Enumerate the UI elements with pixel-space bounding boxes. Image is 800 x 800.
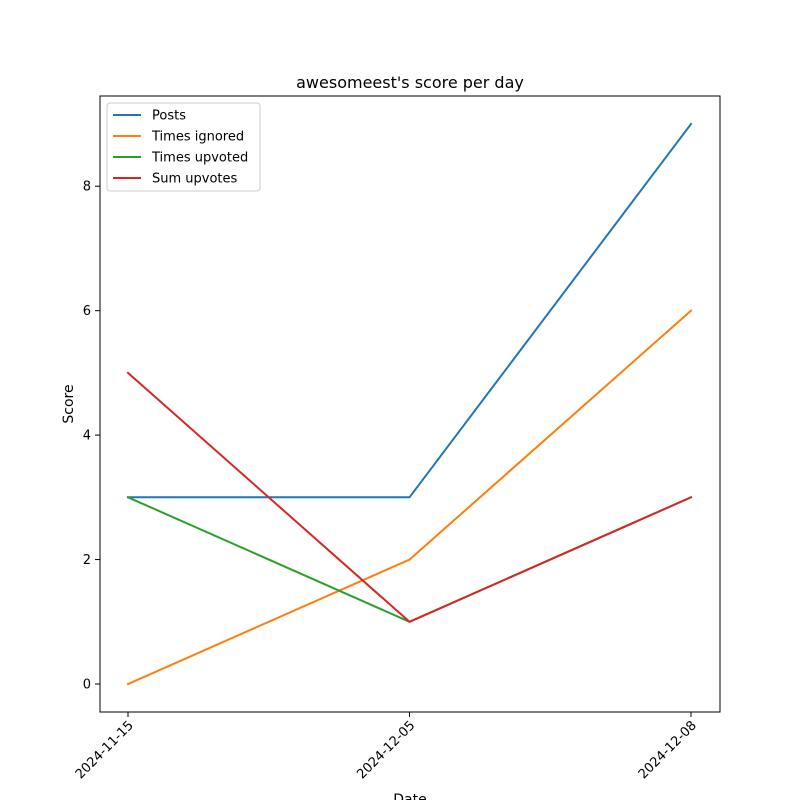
- legend-label: Sum upvotes: [152, 172, 238, 187]
- legend-label: Posts: [152, 109, 186, 124]
- y-axis-title: Score: [61, 384, 77, 423]
- legend-label: Times ignored: [151, 130, 244, 145]
- x-axis: 2024-11-15 2024-12-05 2024-12-08: [73, 712, 700, 782]
- y-tick-label: 4: [83, 429, 91, 444]
- legend-label: Times upvoted: [151, 151, 248, 166]
- y-tick-label: 2: [83, 553, 91, 568]
- y-tick-label: 6: [83, 304, 91, 319]
- x-tick-label: 2024-12-05: [354, 718, 418, 782]
- y-axis: 0 2 4 6 8: [83, 180, 100, 693]
- legend: Posts Times ignored Times upvoted Sum upvot…: [106, 102, 261, 192]
- y-tick-label: 0: [83, 678, 91, 693]
- x-tick-label: 2024-12-08: [636, 718, 700, 782]
- legend-box: [106, 102, 261, 192]
- series-layer: [126, 122, 693, 686]
- x-tick-label: 2024-11-15: [73, 718, 137, 782]
- series-line-sum-upvotes: [126, 371, 693, 623]
- x-axis-title: Date: [393, 792, 426, 800]
- y-tick-label: 8: [83, 180, 91, 195]
- series-line-times-ignored: [126, 309, 693, 686]
- chart-title: awesomeest's score per day: [296, 73, 524, 92]
- series-line-posts: [127, 122, 693, 499]
